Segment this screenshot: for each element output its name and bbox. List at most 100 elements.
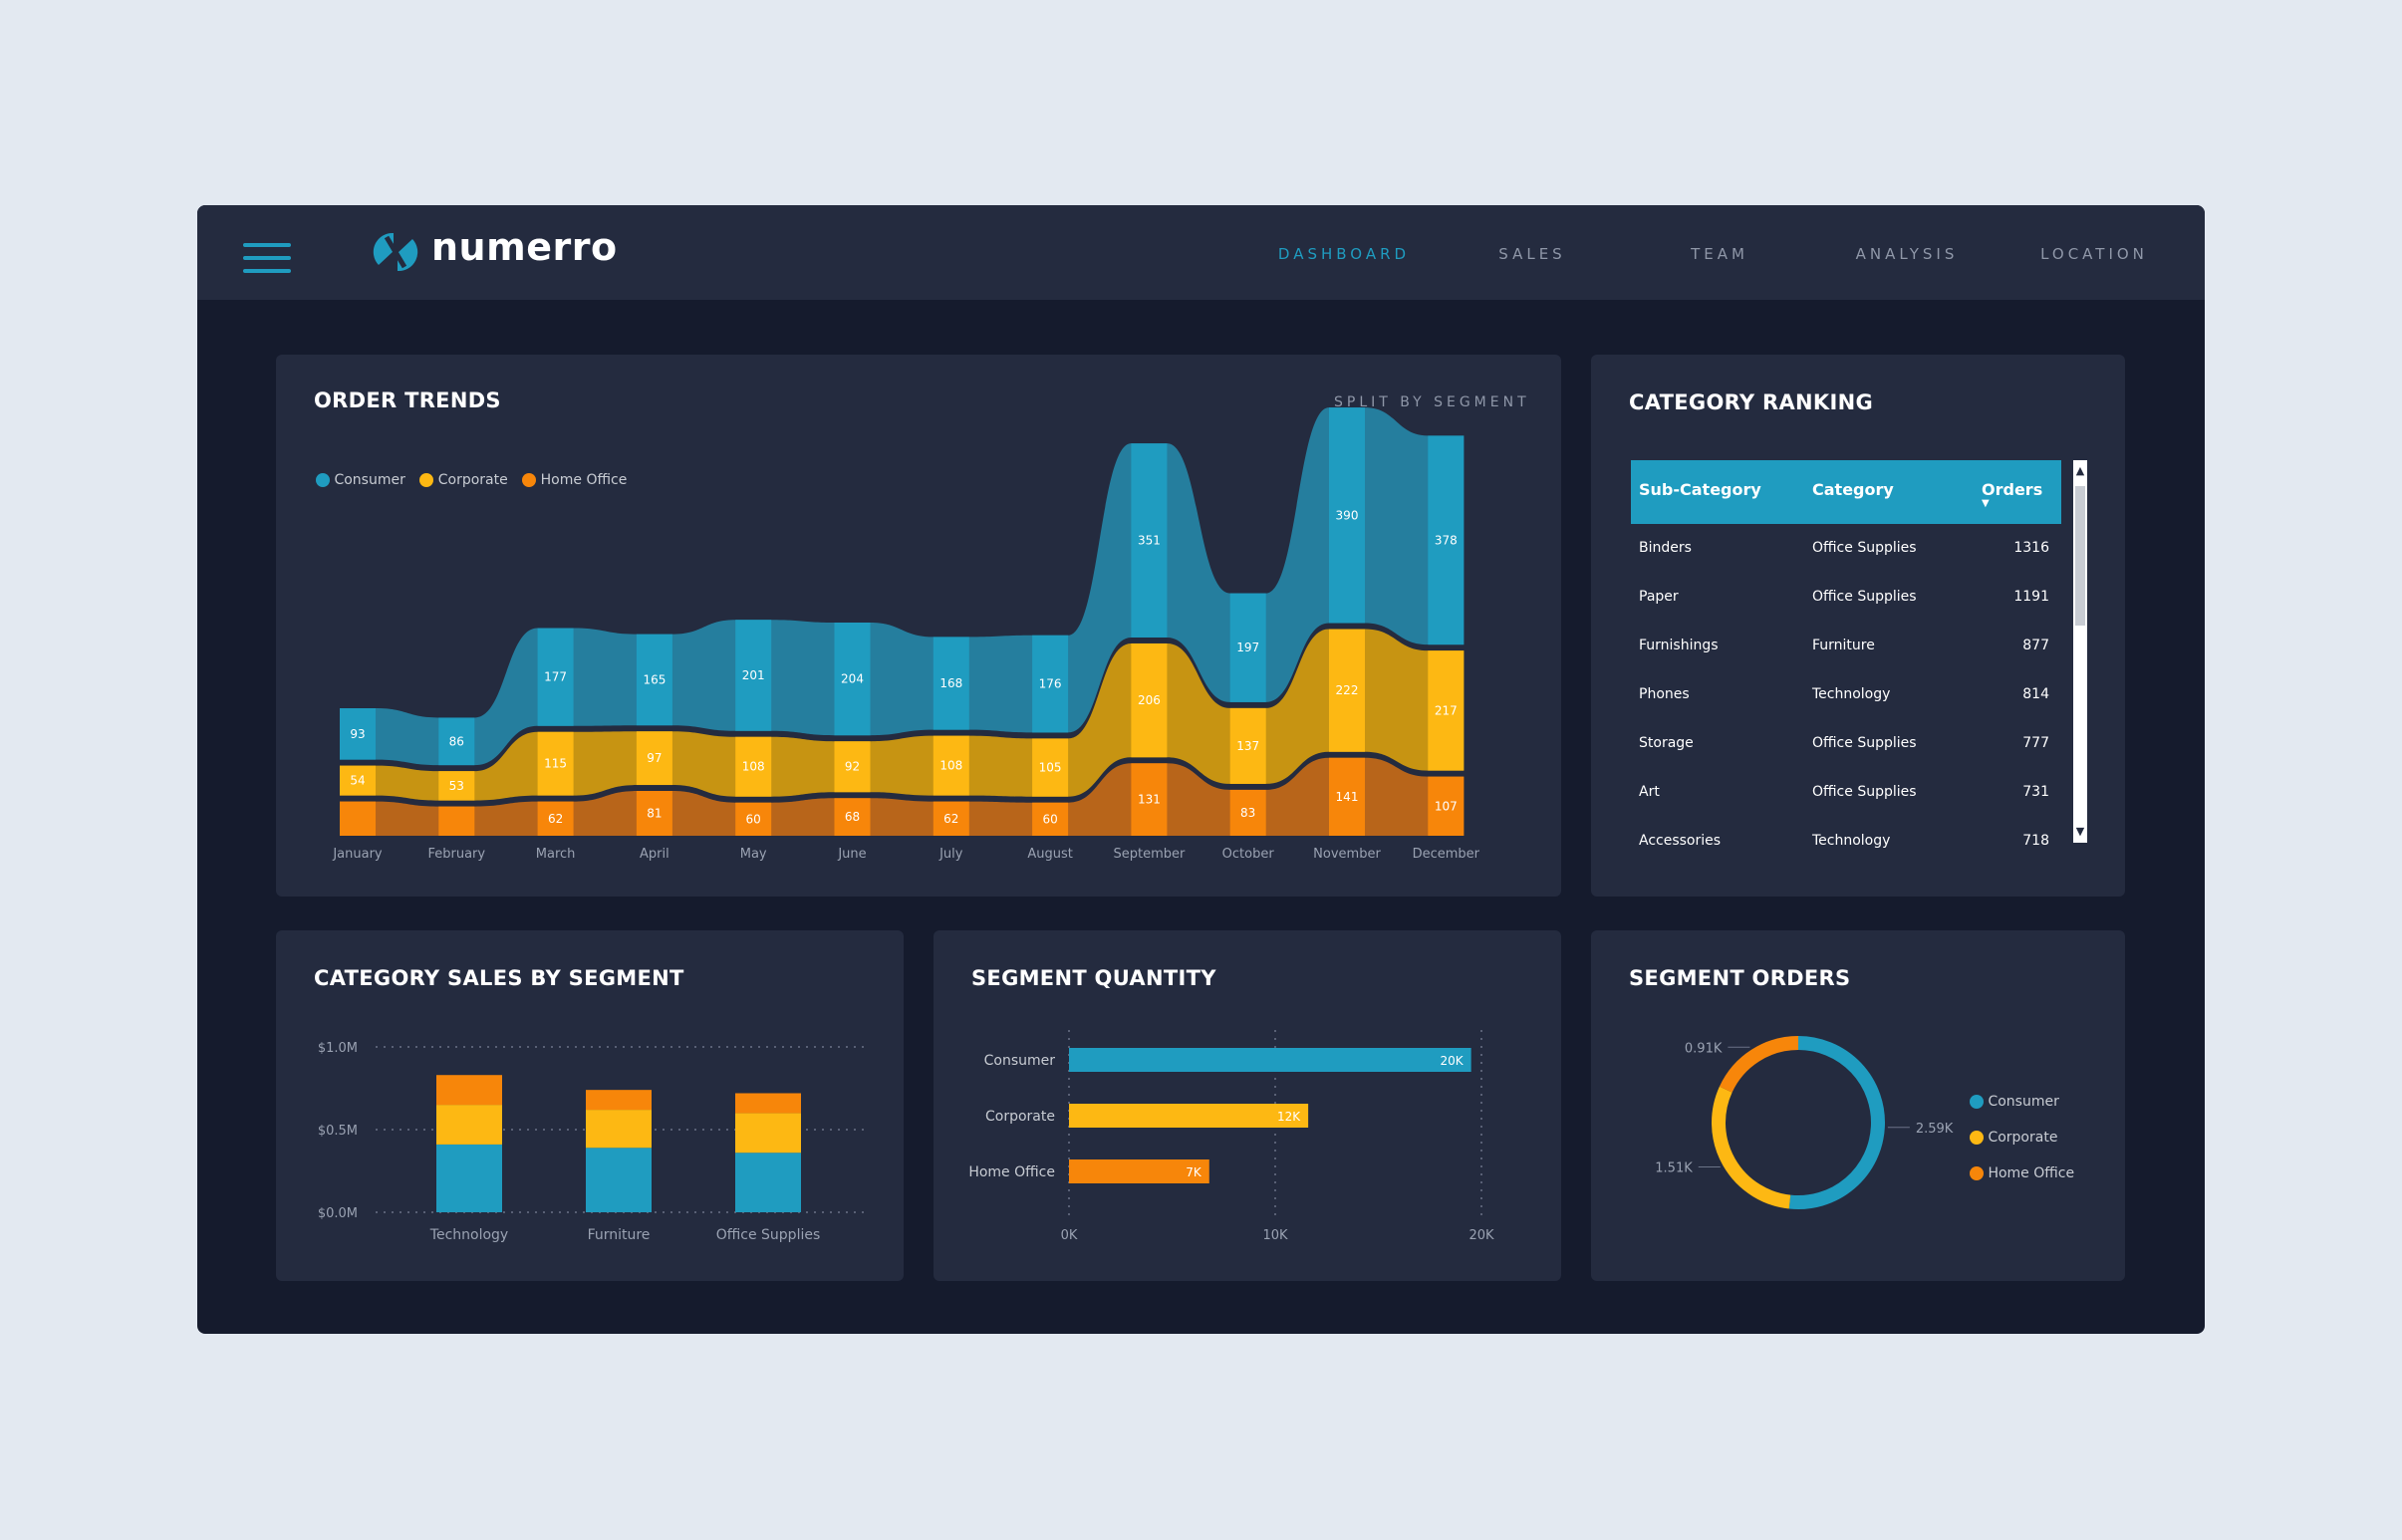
trend-bar-consumer — [735, 620, 772, 731]
trend-bar-label: 62 — [548, 812, 563, 826]
category-sales-title: CATEGORY SALES BY SEGMENT — [314, 966, 684, 990]
trend-bar-consumer — [1329, 407, 1365, 624]
table-row[interactable]: Binders Office Supplies 1316 — [1631, 524, 2061, 573]
y-tick-label: $0.0M — [318, 1206, 358, 1221]
cell-sub-category: Storage — [1639, 735, 1694, 751]
table-row[interactable]: Phones Technology 814 — [1631, 670, 2061, 719]
scroll-up-icon[interactable]: ▲ — [2075, 464, 2085, 477]
cell-orders: 877 — [2022, 638, 2049, 653]
nav-dashboard[interactable]: DASHBOARD — [1277, 245, 1411, 263]
trend-bar-label: 177 — [544, 670, 567, 684]
cell-category: Technology — [1812, 686, 1891, 702]
trend-bar-home-office — [1229, 789, 1266, 836]
sort-descending-icon[interactable]: ▼ — [1982, 498, 1990, 509]
cell-category: Furniture — [1812, 638, 1875, 653]
hamburger-menu-icon[interactable] — [243, 243, 291, 273]
segment-orders-card: SEGMENT ORDERS 2.59K 1.51K 0.91K Consumer … — [1591, 930, 2125, 1281]
cell-sub-category: Paper — [1639, 589, 1679, 605]
cell-orders: 814 — [2022, 686, 2049, 702]
segment-orders-title: SEGMENT ORDERS — [1629, 966, 1851, 990]
sales-bar-corporate — [735, 1113, 801, 1154]
legend-consumer: Consumer — [1988, 1094, 2059, 1110]
trend-bar-label: 222 — [1336, 683, 1359, 697]
trend-bar-label: 93 — [350, 727, 365, 741]
trend-bar-label: 217 — [1435, 703, 1458, 717]
x-category-label: Technology — [429, 1227, 508, 1243]
category-ranking-title: CATEGORY RANKING — [1629, 390, 1874, 414]
donut-value-label: 0.91K — [1685, 1041, 1723, 1056]
legend-corporate: Corporate — [437, 472, 508, 488]
table-row[interactable]: Art Office Supplies 731 — [1631, 768, 2061, 817]
y-category-label: Consumer — [984, 1053, 1056, 1069]
trend-bar-label: 390 — [1336, 508, 1359, 522]
column-header-sub-category[interactable]: Sub-Category — [1639, 480, 1761, 499]
trend-month-label: June — [837, 847, 866, 862]
table-row[interactable]: Storage Office Supplies 777 — [1631, 719, 2061, 768]
segment-orders-legend: Consumer Corporate Home Office — [1970, 1084, 2074, 1191]
category-sales-card: CATEGORY SALES BY SEGMENT $0.0M $0.5M $1.0… — [276, 930, 904, 1281]
cell-category: Office Supplies — [1812, 589, 1917, 605]
nav-team[interactable]: TEAM — [1691, 245, 1748, 263]
table-row[interactable]: Accessories Technology 718 — [1631, 817, 2061, 866]
cell-category: Office Supplies — [1812, 784, 1917, 800]
trend-bar-consumer — [1229, 593, 1266, 702]
trend-month-label: September — [1113, 847, 1186, 862]
trend-bar-home-office — [1428, 776, 1465, 836]
table-row[interactable]: Furnishings Furniture 877 — [1631, 622, 2061, 670]
scroll-down-icon[interactable]: ▼ — [2075, 825, 2085, 838]
sales-bar-consumer — [735, 1153, 801, 1212]
nav-analysis[interactable]: ANALYSIS — [1855, 245, 1959, 263]
order-trends-title: ORDER TRENDS — [314, 388, 501, 412]
scrollbar-thumb[interactable] — [2075, 486, 2085, 626]
cell-category: Technology — [1812, 833, 1891, 849]
legend-corporate: Corporate — [1988, 1130, 2058, 1146]
trend-month-label: November — [1313, 847, 1381, 862]
column-header-orders[interactable]: Orders — [1982, 480, 2043, 499]
trend-bar-home-office — [735, 802, 772, 836]
legend-home-office: Home Office — [1988, 1165, 2075, 1181]
nav-sales[interactable]: SALES — [1498, 245, 1566, 263]
donut-slice-corporate — [1712, 1086, 1791, 1209]
order-trends-legend: Consumer Corporate Home Office — [316, 472, 627, 488]
trend-bar-home-office — [636, 791, 672, 836]
order-trends-chart: 54 93 January 53 86 February 62 115 177 March 81 97… — [332, 407, 1480, 862]
column-header-category[interactable]: Category — [1812, 480, 1894, 499]
trend-band-consumer — [340, 407, 1465, 766]
nav-location[interactable]: LOCATION — [2040, 245, 2148, 263]
trend-month-label: December — [1413, 847, 1480, 862]
trend-bar-consumer — [438, 717, 475, 766]
donut-slice-home-office — [1719, 1036, 1799, 1093]
split-by-segment-link[interactable]: SPLIT BY SEGMENT — [1334, 394, 1530, 410]
trend-bar-consumer — [834, 622, 871, 736]
cell-sub-category: Phones — [1639, 686, 1690, 702]
cell-sub-category: Accessories — [1639, 833, 1722, 849]
trend-month-label: August — [1027, 847, 1073, 862]
segment-orders-chart: 2.59K 1.51K 0.91K — [1655, 1036, 1954, 1209]
trend-bar-label: 206 — [1138, 693, 1161, 707]
app-logo-text: numerro — [431, 225, 618, 269]
cell-sub-category: Furnishings — [1639, 638, 1719, 653]
trend-bar-label: 60 — [746, 812, 761, 826]
trend-bar-label: 62 — [943, 812, 958, 826]
table-row[interactable]: Paper Office Supplies 1191 — [1631, 573, 2061, 622]
trend-bar-consumer — [1032, 635, 1069, 733]
trend-month-label: February — [427, 847, 485, 862]
trend-bar-home-office — [1131, 763, 1168, 836]
trend-bar-consumer — [537, 628, 574, 726]
quantity-bar-label: 7K — [1186, 1165, 1202, 1179]
trend-bar-label: 137 — [1236, 739, 1259, 753]
trend-bar-label: 141 — [1336, 790, 1359, 804]
sales-bar-consumer — [436, 1144, 502, 1212]
trend-month-label: July — [938, 847, 963, 862]
trend-bar-home-office — [438, 806, 475, 836]
cell-sub-category: Binders — [1639, 540, 1692, 556]
segment-quantity-card: SEGMENT QUANTITY 0K 10K 20K 20K Consumer 12K C… — [934, 930, 1561, 1281]
trend-bar-label: 165 — [643, 672, 666, 686]
top-navigation-bar: numerro DASHBOARD SALES TEAM ANALYSIS LO… — [197, 205, 2205, 300]
trend-bar-corporate — [537, 731, 574, 796]
ranking-scrollbar[interactable]: ▲ ▼ — [2073, 460, 2087, 843]
trend-bar-consumer — [636, 634, 672, 726]
cell-category: Office Supplies — [1812, 540, 1917, 556]
cell-sub-category: Art — [1639, 784, 1660, 800]
quantity-bar-label: 12K — [1277, 1110, 1301, 1124]
